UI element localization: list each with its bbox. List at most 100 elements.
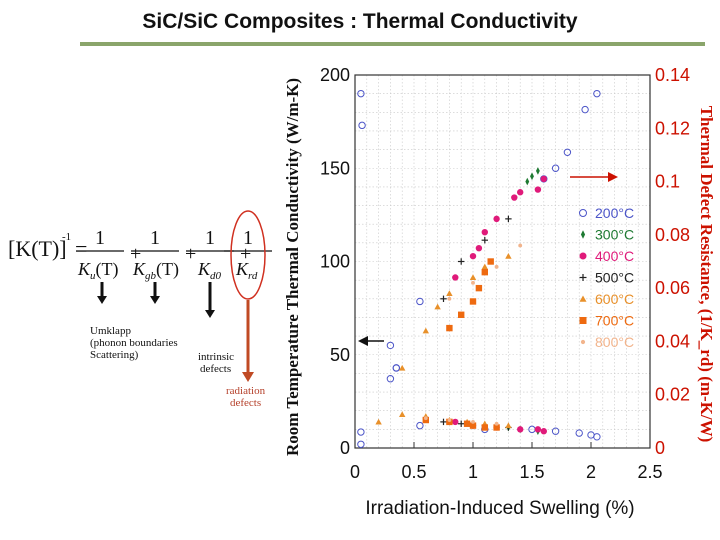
- legend-label: 500°C: [595, 270, 634, 286]
- eq-denominator: Ku(T): [77, 259, 119, 282]
- eq-term-u: 1 Ku(T): [76, 227, 124, 282]
- data-point: [593, 89, 601, 98]
- data-point: [540, 175, 547, 183]
- label-umklapp: Umklapp: [90, 325, 131, 337]
- x-axis-label: Irradiation-Induced Swelling (%): [365, 498, 634, 519]
- eq-term-gb: 1 Kgb(T): [131, 227, 179, 282]
- eq-numerator: 1: [150, 227, 160, 249]
- y-tick-label: 150: [320, 158, 350, 178]
- x-tick-label: 0.5: [401, 462, 426, 482]
- eq-denominator: Kd0: [197, 259, 222, 282]
- y2-axis-label: Thermal Defect Resistance, (1/K_rd) (m-K…: [697, 106, 716, 443]
- x-tick-label: 2: [586, 462, 596, 482]
- data-point: [481, 263, 488, 270]
- data-point: [494, 421, 499, 426]
- y-axis-label: Room Temperature Thermal Conductivity (W…: [283, 78, 302, 456]
- legend-label: 300°C: [595, 227, 634, 243]
- legend-item: 700°C: [579, 313, 634, 329]
- data-point: [511, 194, 518, 201]
- arrow-head-radiation: [242, 372, 254, 382]
- data-point: [471, 280, 475, 285]
- eq-equals: =: [75, 236, 87, 261]
- arrow-left-axis-head: [358, 336, 368, 346]
- data-point: [469, 252, 477, 260]
- data-point: [475, 244, 483, 252]
- data-point: [517, 189, 524, 196]
- direction-arrows: [358, 172, 618, 346]
- x-tick-label: 1: [468, 462, 478, 482]
- legend-marker: [579, 252, 587, 260]
- x-tick-label: 0: [350, 462, 360, 482]
- legend: 200°C 300°C 400°C 500°C 600°C 700°C 800°C: [579, 205, 634, 350]
- legend-item: 200°C: [579, 205, 634, 221]
- y2-tick-label: 0.12: [655, 118, 690, 138]
- data-point: [440, 418, 447, 426]
- data-point: [481, 424, 488, 431]
- data-point: [505, 422, 512, 429]
- data-point: [518, 243, 523, 248]
- x-tick-label: 1.5: [519, 462, 544, 482]
- legend-label: 700°C: [595, 313, 634, 329]
- arrow-head-intrinsic: [205, 310, 215, 318]
- data-point: [593, 433, 601, 441]
- data-point: [423, 416, 428, 421]
- data-point: [416, 421, 424, 430]
- eq-arrows: [100, 282, 212, 310]
- title-divider: [80, 42, 705, 46]
- data-point: [481, 236, 488, 244]
- data-point: [357, 440, 365, 448]
- data-point: [357, 89, 365, 98]
- label-phonon-boundaries: (phonon boundaries: [90, 337, 178, 349]
- label-intrinsic: intrinsic: [198, 351, 235, 363]
- data-point: [534, 186, 542, 193]
- legend-marker: [579, 295, 587, 302]
- data-point: [458, 420, 465, 427]
- legend-label: 600°C: [595, 291, 634, 307]
- data-point: [535, 167, 540, 175]
- data-point: [530, 172, 534, 181]
- y-tick-label: 100: [320, 252, 350, 272]
- data-point: [575, 429, 583, 437]
- data-point: [386, 375, 395, 383]
- data-point: [494, 264, 499, 269]
- legend-item: 500°C: [579, 270, 634, 286]
- legend-item: 300°C: [580, 227, 634, 243]
- data-point: [452, 418, 459, 426]
- data-point: [386, 341, 395, 350]
- eq-plus: +: [240, 243, 251, 265]
- legend-label: 800°C: [595, 334, 634, 350]
- data-point: [481, 268, 488, 276]
- data-point: [551, 427, 560, 435]
- y-axis-ticks: 0 50 100 150 200: [320, 65, 350, 458]
- data-points: [357, 89, 601, 448]
- data-point: [463, 420, 471, 427]
- data-point: [458, 258, 465, 265]
- data-point: [375, 418, 382, 425]
- eq-numerator: 1: [95, 227, 105, 249]
- radiation-term-highlight-oval: [230, 210, 266, 300]
- legend-marker: [579, 274, 587, 281]
- data-point: [563, 148, 572, 156]
- data-point: [422, 327, 429, 334]
- legend-label: 400°C: [595, 248, 634, 264]
- arrow-right-axis-head: [608, 172, 618, 182]
- x-axis-ticks: 0 0.5 1 1.5 2 2.5: [350, 442, 663, 482]
- data-point: [540, 428, 547, 435]
- y2-axis-ticks: 0 0.02 0.04 0.06 0.08 0.1 0.12 0.14: [655, 65, 690, 458]
- legend-marker: [580, 339, 586, 345]
- data-point: [581, 105, 589, 114]
- eq-term-rd: 1 Krd: [224, 227, 272, 282]
- eq-denominator: Kgb(T): [132, 259, 179, 282]
- y2-tick-label: 0: [655, 438, 665, 458]
- data-point: [357, 428, 365, 436]
- eq-numerator: 1: [243, 227, 253, 249]
- eq-exponent: -1: [62, 231, 71, 243]
- data-point: [517, 426, 524, 433]
- data-point: [446, 290, 453, 297]
- page-title: SiC/SiC Composites : Thermal Conductivit…: [142, 10, 578, 33]
- data-point: [525, 177, 530, 186]
- data-point: [505, 252, 512, 259]
- eq-lhs: [K(T)]: [8, 236, 67, 261]
